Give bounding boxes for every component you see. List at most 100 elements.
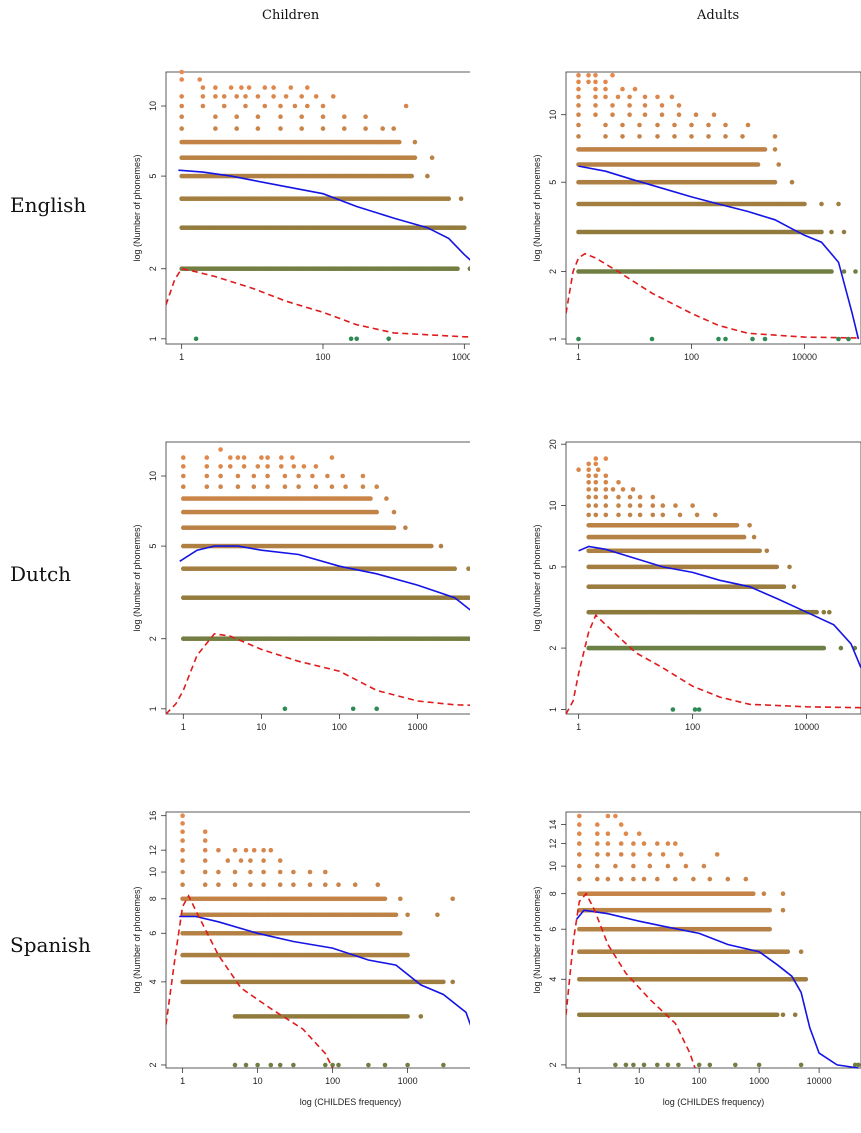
smooth-line	[578, 545, 861, 669]
data-point	[204, 464, 210, 469]
data-point	[255, 94, 261, 99]
data-point	[180, 829, 185, 834]
data-point	[228, 85, 234, 90]
data-point	[762, 336, 768, 342]
data-point	[593, 72, 598, 78]
y-tick-label: 2	[148, 636, 158, 641]
data-point	[650, 494, 656, 500]
data-point	[398, 931, 403, 936]
y-tick-label: 20	[548, 439, 558, 449]
data-point	[595, 467, 601, 472]
data-point	[391, 509, 397, 515]
data-point	[202, 869, 208, 875]
data-point	[374, 509, 380, 515]
data-point	[468, 595, 470, 600]
data-point	[179, 114, 184, 119]
data-point	[374, 484, 380, 489]
y-tick-label: 5	[548, 180, 558, 185]
data-point	[255, 114, 261, 119]
data-point	[603, 480, 609, 485]
data-point	[232, 847, 238, 853]
data-point	[610, 72, 615, 78]
data-point	[405, 1014, 410, 1019]
smooth-line	[578, 165, 860, 340]
x-tick-label: 10000	[452, 352, 470, 362]
y-tick-label: 10	[148, 471, 158, 481]
data-point	[586, 487, 591, 492]
data-point	[412, 155, 418, 160]
data-point	[179, 126, 184, 131]
data-point	[610, 487, 616, 492]
data-point	[213, 114, 218, 119]
data-point	[450, 979, 456, 985]
data-point	[323, 882, 328, 887]
data-point	[243, 94, 248, 99]
data-point	[627, 103, 632, 108]
data-point	[610, 103, 615, 108]
data-point	[265, 484, 270, 489]
data-point	[197, 77, 202, 82]
data-point	[251, 484, 257, 489]
data-point	[382, 896, 388, 902]
data-point	[307, 869, 313, 875]
row-label-dutch: Dutch	[10, 562, 72, 586]
data-point	[593, 112, 598, 117]
data-point	[261, 882, 266, 887]
data-point	[627, 494, 633, 500]
data-point	[291, 464, 297, 469]
column-header-children: Children	[262, 8, 320, 23]
data-point	[282, 706, 288, 712]
data-point	[441, 1062, 446, 1068]
data-point	[706, 122, 711, 128]
data-point	[218, 484, 223, 489]
data-point	[593, 512, 599, 518]
data-point	[593, 480, 599, 485]
data-point	[323, 1062, 328, 1068]
data-point	[716, 336, 721, 342]
data-point	[299, 94, 304, 99]
x-tick-label: 100	[684, 352, 699, 362]
data-point	[251, 847, 257, 853]
data-point	[374, 706, 380, 712]
data-point	[179, 103, 184, 109]
data-point	[336, 1062, 341, 1068]
data-point	[603, 94, 608, 100]
data-point	[375, 882, 381, 887]
data-point	[740, 134, 745, 139]
x-tick-label: 10	[253, 1076, 263, 1086]
data-point	[576, 336, 581, 342]
data-point	[616, 512, 621, 518]
y-tick-label: 2	[548, 646, 558, 651]
data-point	[593, 487, 599, 492]
data-point	[241, 464, 247, 469]
data-point	[278, 103, 283, 109]
x-tick-label: 1	[576, 352, 581, 362]
data-point	[288, 85, 294, 90]
data-point	[268, 1062, 274, 1068]
data-point	[180, 869, 185, 875]
data-point	[255, 464, 261, 469]
data-point	[239, 85, 244, 90]
data-point	[213, 94, 218, 99]
data-point	[706, 134, 711, 139]
data-point	[409, 173, 415, 179]
data-point	[204, 473, 210, 479]
data-point	[301, 464, 307, 469]
data-point	[307, 882, 313, 887]
data-point	[452, 566, 458, 571]
data-point	[179, 69, 184, 75]
data-point	[764, 548, 770, 554]
data-point	[262, 85, 268, 90]
data-point	[320, 103, 326, 109]
data-point	[429, 543, 434, 549]
data-point	[723, 122, 728, 128]
data-point	[713, 512, 718, 518]
x-tick-label: 10000	[794, 722, 819, 732]
data-point	[620, 86, 625, 92]
data-point	[216, 869, 221, 875]
data-point	[750, 336, 755, 342]
x-tick-label: 1000	[407, 722, 427, 732]
x-tick-label: 1	[180, 1076, 185, 1086]
data-point	[232, 869, 238, 875]
